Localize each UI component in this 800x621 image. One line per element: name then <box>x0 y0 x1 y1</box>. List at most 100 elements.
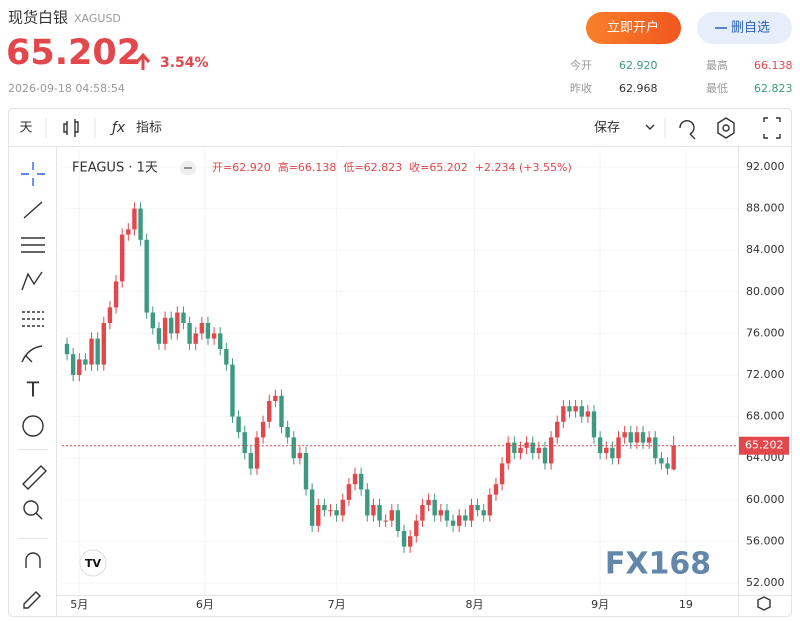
candle-type-button[interactable] <box>63 119 79 137</box>
candle-body <box>285 427 290 438</box>
pattern-tool[interactable] <box>21 271 43 291</box>
candle-body <box>463 515 468 521</box>
candle-body <box>530 442 535 454</box>
y-tick-label: 56.000 <box>746 534 785 547</box>
candle-body <box>512 442 517 454</box>
lock-tool[interactable] <box>23 591 41 609</box>
candle-body <box>303 453 309 490</box>
timestamp: 2026-09-18 04:58:54 <box>8 82 125 95</box>
x-tick-label: 5月 <box>70 598 88 611</box>
brush-tool[interactable] <box>21 345 43 363</box>
chart-frame <box>8 108 792 617</box>
symbol-label: FEAGUS · 1天 <box>72 161 158 176</box>
save-button[interactable]: 保存 <box>594 121 620 136</box>
price-label-box <box>739 436 789 455</box>
open-account-button[interactable] <box>586 12 681 44</box>
settings-button[interactable] <box>717 117 735 139</box>
x-tick-label: 9月 <box>591 598 609 611</box>
candle-body <box>352 473 358 485</box>
candle-body <box>365 489 370 516</box>
x-tick-label: 8月 <box>466 598 484 611</box>
remove-watch-button[interactable] <box>697 12 792 44</box>
candle-body <box>622 432 627 438</box>
axis-settings-button[interactable] <box>757 596 771 611</box>
quick-search-button[interactable] <box>679 120 696 140</box>
emoji-tool[interactable] <box>22 415 44 437</box>
candle-body <box>450 520 456 526</box>
candle-body <box>181 312 186 323</box>
candle-body <box>119 234 125 282</box>
open-account-label: 立即开户 <box>607 20 659 36</box>
fib-tool[interactable] <box>21 237 45 253</box>
up-arrow <box>135 52 151 70</box>
plot <box>62 150 738 595</box>
ohlc-legend: 开=62.920 高=66.138 低=62.823 收=65.202 +2.2… <box>212 160 572 174</box>
candle-body <box>567 406 572 412</box>
candle-body <box>273 395 278 402</box>
fullscreen-button[interactable] <box>763 117 781 139</box>
candle-body <box>371 505 376 516</box>
tv-logo-text: TV <box>85 557 102 570</box>
candle-body <box>107 307 113 323</box>
x-tick-label: 6月 <box>196 598 214 611</box>
candle-body <box>377 505 382 521</box>
candle-body <box>610 447 615 459</box>
stat-value: 66.138 <box>754 59 793 72</box>
interval-button[interactable]: 天 <box>19 121 32 136</box>
x-tick-label: 19 <box>679 598 693 611</box>
candle-body <box>597 437 603 454</box>
watermark: FX168 <box>605 547 711 582</box>
candle-body <box>383 520 388 522</box>
candle-body <box>493 484 499 495</box>
candle-body <box>671 445 676 470</box>
candle-body <box>456 515 462 526</box>
candle-body <box>561 406 566 422</box>
candle-body <box>187 322 192 344</box>
candle-body <box>616 437 621 459</box>
candle-body <box>199 322 205 334</box>
candle-body <box>242 432 247 454</box>
magnet-tool[interactable] <box>25 552 41 568</box>
candle-body <box>334 510 339 516</box>
projection-tool[interactable] <box>22 311 44 327</box>
candle-body <box>83 359 88 365</box>
candle-body <box>475 505 480 511</box>
candle-body <box>389 510 394 521</box>
candle-body <box>175 312 180 334</box>
trendline-tool[interactable] <box>23 201 43 219</box>
candle-body <box>322 505 327 511</box>
candle-body <box>218 333 223 349</box>
text-tool[interactable]: T <box>26 378 40 402</box>
candle-body <box>536 447 542 454</box>
candle-body <box>653 437 658 459</box>
settings-dot <box>722 124 730 132</box>
candle-body <box>426 499 431 506</box>
remove-watch-label: 删自选 <box>731 21 770 36</box>
candle-body <box>499 463 505 485</box>
y-tick-label: 60.000 <box>746 493 785 506</box>
candle-body <box>224 348 229 365</box>
candle-body <box>150 312 156 329</box>
y-tick-label: 72.000 <box>746 368 785 381</box>
candle-body <box>438 510 444 516</box>
y-tick-label: 76.000 <box>746 326 785 339</box>
candle-body <box>591 411 597 438</box>
candle-body <box>646 437 652 443</box>
stat-label: 今开 <box>570 58 592 72</box>
crosshair-tool[interactable] <box>21 162 45 186</box>
candle-body <box>634 432 640 443</box>
candle-body <box>665 463 670 469</box>
candle-body <box>573 406 578 412</box>
candle-body <box>156 328 162 344</box>
candle-body <box>95 338 100 365</box>
candle-body <box>548 437 554 464</box>
candle-body <box>542 447 548 464</box>
candle-body <box>279 395 284 428</box>
ruler-tool[interactable] <box>22 465 47 490</box>
symbol: XAGUSD <box>74 12 121 25</box>
stat-label: 最低 <box>706 82 728 95</box>
indicators-button[interactable]: 指标 <box>136 121 162 136</box>
zoom-tool[interactable] <box>23 500 39 516</box>
candle-body <box>230 364 235 417</box>
